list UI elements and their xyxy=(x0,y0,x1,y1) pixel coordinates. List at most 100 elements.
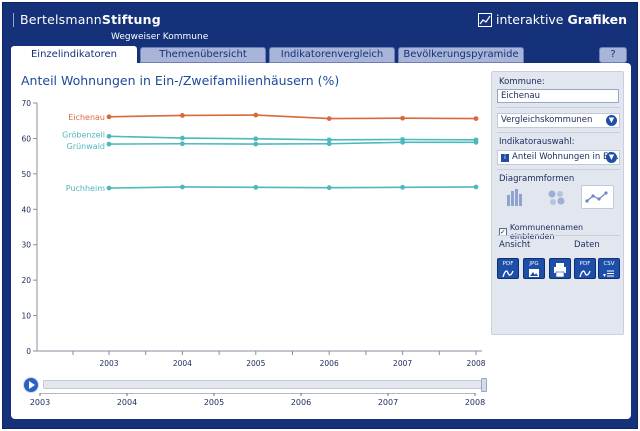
help-button[interactable]: ? xyxy=(599,47,627,63)
bar-chart-type-button[interactable] xyxy=(498,185,531,209)
export-pdf-label: PDF xyxy=(502,261,514,267)
slider-thumb[interactable] xyxy=(481,378,487,392)
play-icon[interactable] xyxy=(23,377,39,393)
data-point xyxy=(253,184,259,190)
series-line xyxy=(108,114,477,120)
x-tick-label: 2003 xyxy=(99,359,118,368)
indikator-value: Anteil Wohnungen in Ei... xyxy=(512,152,619,162)
chart-logo-icon xyxy=(478,12,493,27)
brand-light-text: Bertelsmann xyxy=(20,12,102,27)
kommune-label: Kommune: xyxy=(499,77,545,87)
series-label: Puchheim xyxy=(66,184,105,193)
x-tick-label: 2008 xyxy=(466,359,485,368)
product-light-text: interaktive xyxy=(496,12,564,27)
export-pdf-view-button[interactable]: PDF xyxy=(497,258,519,279)
control-sidebar: Kommune: Eichenau Vergleichskommunen ▼ I… xyxy=(491,71,624,335)
chart-series: Eichenau Gröbenzell Grünwald Puchheim xyxy=(62,112,479,193)
data-point xyxy=(400,184,405,190)
data-point xyxy=(326,116,332,121)
data-point xyxy=(326,137,332,143)
y-tick-label: 20 xyxy=(21,276,31,285)
chevron-down-icon[interactable]: ▼ xyxy=(606,115,617,126)
data-point xyxy=(106,141,112,147)
printer-icon xyxy=(554,263,566,278)
indikator-label: Indikatorauswahl: xyxy=(499,137,575,147)
indikator-dropdown[interactable]: i Anteil Wohnungen in Ei... ▼ xyxy=(497,150,620,165)
export-pdf-data-button[interactable]: PDF xyxy=(574,258,596,279)
y-tick-label: 60 xyxy=(21,134,31,143)
data-point xyxy=(106,133,112,139)
export-jpg-view-button[interactable]: JPG xyxy=(523,258,545,279)
chevron-down-icon[interactable]: ▼ xyxy=(606,152,617,163)
bar-chart-icon xyxy=(507,189,522,206)
data-point xyxy=(473,116,479,121)
tab-einzelindikatoren[interactable]: Einzelindikatoren xyxy=(11,46,137,64)
data-point xyxy=(326,141,332,147)
y-tick-label: 0 xyxy=(26,347,31,356)
bubble-chart-type-button[interactable] xyxy=(540,185,573,209)
line-chart-icon xyxy=(585,191,608,203)
data-point xyxy=(400,115,405,121)
slider-tick-label: 2008 xyxy=(465,398,485,407)
series-label: Grünwald xyxy=(67,142,105,151)
csv-download-icon xyxy=(603,270,614,277)
data-point xyxy=(106,185,112,191)
tab-bevoelkerungspyramide[interactable]: Bevölkerungspyramide xyxy=(398,47,524,63)
x-tick-label: 2006 xyxy=(320,359,339,368)
divider xyxy=(497,235,620,236)
tab-themenuebersicht[interactable]: Themenübersicht xyxy=(140,47,266,63)
slider-axis: 2003 2004 2005 2006 2007 2008 xyxy=(30,393,485,407)
x-tick-label: 2005 xyxy=(246,359,265,368)
series-label: Gröbenzell xyxy=(62,130,105,139)
checkbox-label: Kommunennamen einblenden xyxy=(509,223,584,241)
series-line xyxy=(108,135,477,141)
x-axis: 2003 2004 2005 2006 2007 2008 xyxy=(37,350,486,368)
pdf-icon xyxy=(502,270,514,278)
data-point xyxy=(253,112,259,118)
slider-track[interactable] xyxy=(43,380,483,389)
series-label: Eichenau xyxy=(68,113,105,122)
divider xyxy=(497,132,620,133)
y-axis: 0 10 20 30 40 50 60 70 xyxy=(21,99,38,356)
product-bold-text: Grafiken xyxy=(567,12,627,27)
data-point xyxy=(326,185,332,191)
bubble-chart-icon xyxy=(548,190,565,205)
export-jpg-label: JPG xyxy=(529,261,539,267)
data-point xyxy=(180,184,185,190)
product-logo: interaktive Grafiken xyxy=(478,12,627,27)
y-tick-label: 10 xyxy=(21,312,31,321)
image-icon xyxy=(529,269,539,277)
series-line xyxy=(108,141,476,145)
ansicht-label: Ansicht xyxy=(499,240,531,250)
slider-tick-label: 2007 xyxy=(378,398,398,407)
diagrammformen-label: Diagrammformen xyxy=(499,174,575,184)
data-point xyxy=(106,114,112,120)
main-panel: Anteil Wohnungen in Ein-/Zweifamilienhäu… xyxy=(11,63,631,419)
line-chart-type-button[interactable] xyxy=(581,185,614,209)
export-pdf-data-label: PDF xyxy=(579,261,591,267)
year-slider[interactable] xyxy=(23,377,489,393)
data-point xyxy=(253,141,259,147)
export-csv-button[interactable]: CSV xyxy=(598,258,620,279)
data-point xyxy=(180,113,185,118)
chart-title: Anteil Wohnungen in Ein-/Zweifamilienhäu… xyxy=(21,73,340,88)
tab-indikatorenvergleich[interactable]: Indikatorenvergleich xyxy=(269,47,395,63)
data-point xyxy=(253,136,259,142)
slider-tick-label: 2004 xyxy=(117,398,137,407)
export-csv-label: CSV xyxy=(603,261,615,267)
brand-bold-text: Stiftung xyxy=(101,12,161,27)
divider xyxy=(497,169,620,170)
info-icon: i xyxy=(501,154,509,162)
data-point xyxy=(180,135,185,141)
vergleichskommunen-dropdown[interactable]: Vergleichskommunen ▼ xyxy=(497,113,620,128)
daten-label: Daten xyxy=(574,240,600,250)
y-tick-label: 40 xyxy=(21,205,31,214)
slider-tick-label: 2005 xyxy=(204,398,224,407)
y-tick-label: 30 xyxy=(21,241,31,250)
series-line xyxy=(108,186,477,189)
x-tick-label: 2004 xyxy=(173,359,192,368)
kommunennamen-checkbox[interactable]: ✓ Kommunennamen einblenden xyxy=(499,223,623,241)
print-button[interactable] xyxy=(549,258,571,279)
kommune-input[interactable]: Eichenau xyxy=(497,89,619,103)
